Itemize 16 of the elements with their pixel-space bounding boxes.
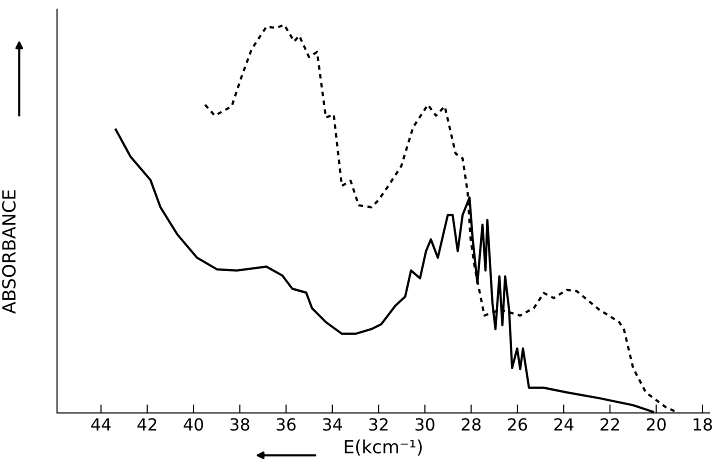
- x-tick-label: 22: [600, 418, 619, 430]
- y-axis-title: ABSORBANCE: [2, 190, 16, 314]
- x-tick-label: 24: [554, 418, 574, 430]
- x-tick-label: 34: [323, 418, 342, 431]
- x-tick-label: 36: [276, 418, 296, 431]
- x-tick-label: 30: [416, 418, 434, 431]
- x-tick-label: 40: [184, 418, 204, 431]
- x-tick-label: 18: [694, 418, 712, 431]
- x-tick-label: 28: [462, 418, 481, 431]
- x-tick-label: 42: [137, 418, 156, 430]
- x-tick-label: 32: [369, 418, 388, 431]
- x-tick-label: 26: [508, 418, 527, 431]
- x-tick-label: 38: [230, 418, 250, 431]
- x-axis-title: E(kcm⁻¹): [344, 440, 422, 456]
- x-tick-label: 20: [646, 418, 666, 431]
- x-tick-label: 44: [91, 418, 111, 430]
